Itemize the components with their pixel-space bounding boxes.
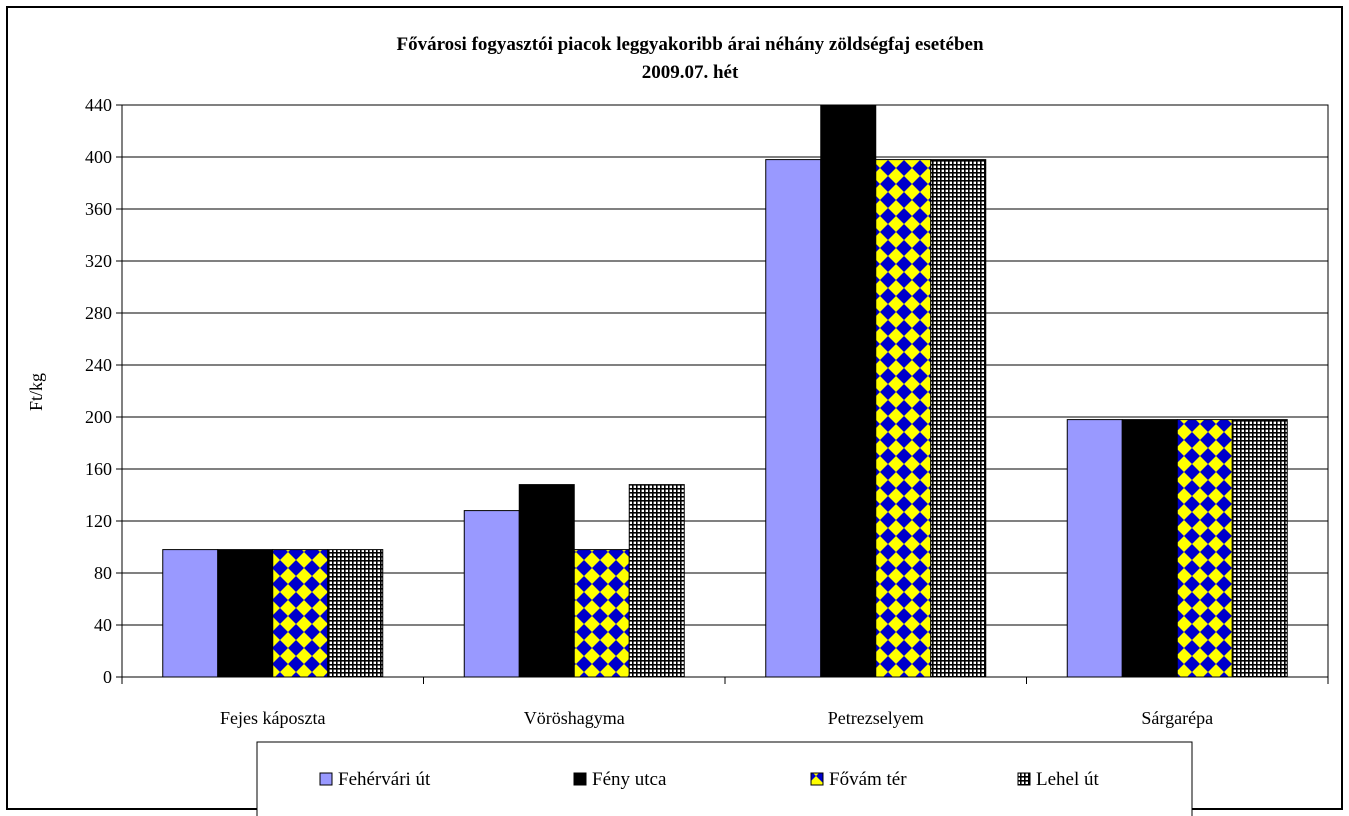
chart-subtitle: 2009.07. hét xyxy=(642,62,739,83)
bar xyxy=(1176,419,1233,678)
legend-swatch xyxy=(573,772,587,786)
legend-label: Fény utca xyxy=(592,769,667,790)
y-tick-label: 320 xyxy=(85,251,112,271)
x-tick-label: Fejes káposzta xyxy=(220,708,325,728)
bar xyxy=(272,549,329,678)
bar xyxy=(1066,419,1123,678)
y-tick-label: 40 xyxy=(94,615,112,635)
chart-title: Fővárosi fogyasztói piacok leggyakoribb … xyxy=(396,34,983,55)
bar xyxy=(628,484,685,678)
y-tick-label: 440 xyxy=(85,95,112,115)
bar xyxy=(765,159,822,678)
y-tick-label: 280 xyxy=(85,303,112,323)
y-tick-label: 360 xyxy=(85,199,112,219)
legend-swatch xyxy=(810,772,824,786)
legend-swatch xyxy=(319,772,333,786)
x-tick-label: Petrezselyem xyxy=(828,708,924,728)
y-tick-label: 200 xyxy=(85,407,112,427)
y-tick-label: 120 xyxy=(85,511,112,531)
y-tick-label: 0 xyxy=(103,667,112,687)
bar xyxy=(327,549,384,678)
x-tick-label: Sárgarépa xyxy=(1141,708,1213,728)
y-tick-label: 80 xyxy=(94,563,112,583)
bar xyxy=(1231,419,1288,678)
legend-label: Fehérvári út xyxy=(338,769,431,790)
legend xyxy=(256,741,1193,816)
y-axis-label: Ft/kg xyxy=(26,373,46,411)
x-tick-label: Vöröshagyma xyxy=(524,708,625,728)
bar xyxy=(930,159,987,678)
bar xyxy=(820,104,877,678)
legend-label: Lehel út xyxy=(1036,769,1100,790)
y-tick-label: 160 xyxy=(85,459,112,479)
bar xyxy=(162,549,219,678)
bar xyxy=(1121,419,1178,678)
y-tick-label: 240 xyxy=(85,355,112,375)
bar xyxy=(875,159,932,678)
legend-label: Fővám tér xyxy=(829,769,907,790)
bar xyxy=(463,510,520,678)
y-tick-label: 400 xyxy=(85,147,112,167)
bar xyxy=(573,549,630,678)
bar xyxy=(217,549,274,678)
bar xyxy=(518,484,575,678)
legend-swatch xyxy=(1017,772,1031,786)
